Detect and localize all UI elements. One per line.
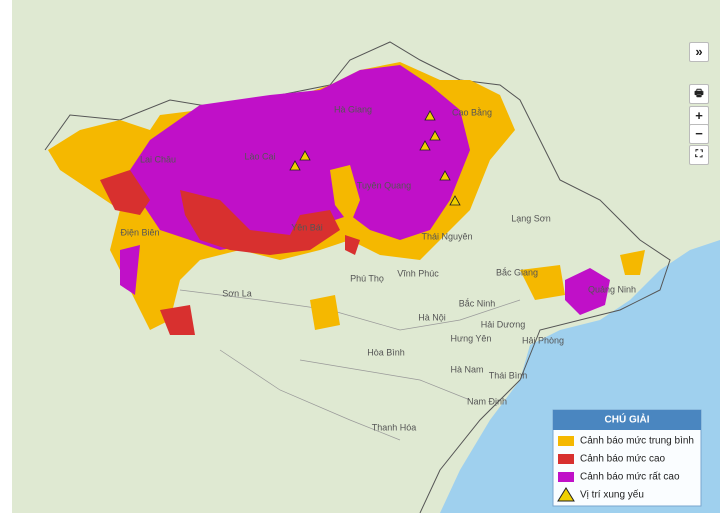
legend-title: CHÚ GIẢI — [605, 413, 650, 426]
province-label: Hà Giang — [334, 104, 372, 114]
weak-points — [289, 110, 461, 206]
legend-swatch — [557, 487, 575, 502]
province-label: Lạng Sơn — [511, 213, 550, 223]
margin — [0, 0, 12, 513]
legend-swatch — [558, 454, 574, 464]
province-label: Hải Dương — [481, 319, 525, 329]
province-borders — [179, 289, 521, 441]
province-label: Hà Nội — [418, 312, 446, 322]
province-label: Hưng Yên — [451, 333, 492, 343]
province-label: Hòa Bình — [367, 347, 405, 357]
legend-label: Cảnh báo mức trung bình — [580, 436, 694, 447]
legend-label: Vị trí xung yếu — [580, 489, 644, 501]
province-label: Sơn La — [222, 288, 251, 298]
province-label: Nam Định — [467, 396, 507, 406]
legend-label: Cảnh báo mức cao — [580, 454, 666, 465]
province-label: Cao Bằng — [452, 107, 492, 117]
province-label: Tuyên Quang — [357, 180, 411, 190]
province-label: Lai Châu — [140, 154, 176, 164]
legend-label: Cảnh báo mức rất cao — [580, 471, 680, 483]
province-label: Thái Nguyên — [421, 231, 472, 241]
province-labels: Lai Châu Lào Cai Hà Giang Cao Bằng Tuyên Qua… — [120, 104, 636, 432]
province-label: Hà Nam — [450, 364, 483, 374]
province-label: Lào Cai — [244, 151, 275, 161]
province-label: Thanh Hóa — [372, 422, 417, 432]
legend: CHÚ GIẢI Cảnh báo mức trung bình Cảnh báo… — [552, 409, 702, 507]
print-button[interactable]: 🖶 — [689, 84, 709, 104]
legend-swatch — [558, 472, 574, 482]
province-label: Quảng Ninh — [588, 284, 636, 294]
province-label: Phú Thọ — [350, 273, 384, 283]
province-label: Thái Bình — [489, 370, 528, 380]
province-label: Bắc Giang — [496, 267, 538, 277]
province-label: Điện Biên — [120, 227, 159, 237]
province-label: Vĩnh Phúc — [397, 268, 439, 278]
legend-header — [553, 410, 701, 430]
legend-swatch — [558, 436, 574, 446]
province-label: Bắc Ninh — [459, 298, 496, 308]
province-label: Yên Bái — [291, 222, 323, 232]
fullscreen-button[interactable]: ⛶ — [689, 145, 709, 165]
warning-zones — [48, 62, 645, 335]
zoom-in-button[interactable]: + — [689, 106, 709, 126]
province-label: Hải Phòng — [522, 335, 564, 345]
expand-button[interactable]: » — [689, 42, 709, 62]
zoom-out-button[interactable]: − — [689, 124, 709, 144]
